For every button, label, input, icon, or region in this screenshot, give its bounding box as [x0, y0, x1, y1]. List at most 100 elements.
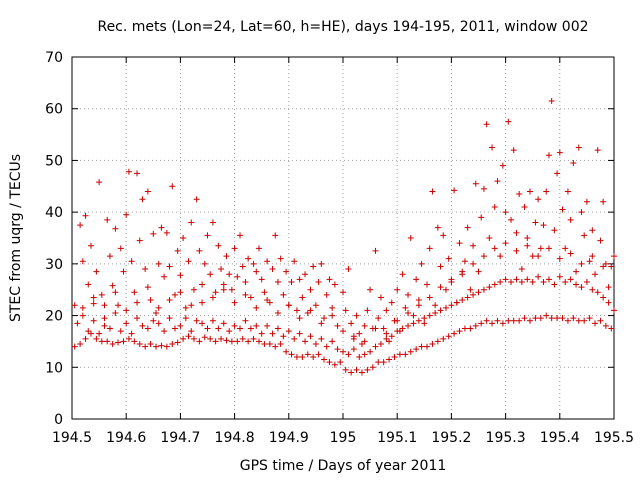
data-point — [253, 268, 260, 275]
data-point — [548, 97, 555, 104]
data-point — [483, 121, 490, 128]
data-point — [209, 219, 216, 226]
data-point — [123, 307, 130, 314]
data-point — [174, 247, 181, 254]
data-point — [605, 284, 612, 291]
data-point — [98, 291, 105, 298]
data-point — [529, 278, 536, 285]
data-point — [405, 322, 412, 329]
data-point — [161, 273, 168, 280]
y-axis-label: STEC from uqrg / TECUs — [8, 154, 24, 322]
data-point — [112, 289, 119, 296]
data-point — [96, 330, 103, 337]
data-point — [499, 162, 506, 169]
data-point — [486, 235, 493, 241]
data-point — [421, 320, 428, 327]
data-point — [545, 276, 552, 283]
data-point — [562, 278, 569, 285]
data-point — [255, 245, 262, 252]
data-point — [424, 343, 431, 350]
data-point — [274, 309, 281, 316]
data-point — [161, 328, 168, 335]
data-point — [296, 315, 303, 322]
data-point — [280, 291, 287, 298]
data-point — [237, 232, 244, 239]
data-point — [266, 299, 273, 306]
data-point — [524, 242, 531, 249]
data-point — [497, 253, 504, 260]
data-point — [589, 227, 596, 234]
data-point — [415, 297, 422, 304]
data-point — [388, 299, 395, 306]
data-point — [247, 294, 254, 301]
data-point — [201, 260, 208, 267]
data-point — [532, 315, 539, 322]
data-point — [85, 281, 92, 288]
data-point — [342, 366, 349, 373]
data-point — [302, 271, 309, 278]
data-point — [112, 309, 119, 316]
data-point — [201, 334, 208, 341]
x-tick-label: 195.1 — [377, 430, 417, 446]
x-tick-label: 194.5 — [52, 430, 92, 446]
data-point — [535, 273, 542, 280]
data-point — [472, 180, 479, 187]
data-point — [402, 304, 409, 311]
data-point — [288, 278, 295, 285]
data-point — [104, 216, 111, 223]
data-point — [142, 266, 149, 273]
data-point — [418, 260, 425, 267]
data-point — [375, 315, 382, 322]
data-point — [169, 183, 176, 190]
data-point — [483, 317, 490, 324]
data-point — [594, 289, 601, 296]
data-point — [611, 253, 617, 260]
data-point — [421, 315, 428, 322]
data-point — [589, 253, 596, 260]
data-point — [592, 320, 599, 327]
data-point — [106, 325, 113, 332]
data-point — [611, 307, 617, 314]
data-point — [489, 144, 496, 151]
data-point — [204, 232, 211, 239]
data-point — [242, 317, 249, 324]
data-point — [207, 271, 214, 278]
data-point — [182, 315, 189, 322]
data-point — [567, 276, 574, 283]
data-point — [207, 335, 214, 342]
data-point — [299, 294, 306, 301]
data-point — [348, 369, 355, 376]
data-point — [74, 320, 81, 327]
data-point — [87, 330, 94, 337]
data-point — [171, 291, 178, 298]
data-point — [277, 255, 284, 262]
data-point — [358, 369, 365, 376]
data-point — [142, 343, 149, 350]
data-point — [283, 268, 290, 275]
data-point — [329, 338, 336, 345]
data-point — [228, 286, 235, 293]
data-point — [478, 214, 485, 221]
data-point — [451, 187, 458, 194]
data-point — [581, 232, 588, 239]
data-point — [413, 346, 420, 353]
data-point — [405, 291, 412, 298]
data-point — [348, 320, 355, 327]
data-point — [380, 359, 387, 366]
data-point — [494, 317, 501, 324]
data-point — [508, 278, 515, 285]
data-point — [291, 335, 298, 342]
data-point — [499, 320, 506, 327]
data-point — [556, 149, 563, 156]
data-point — [90, 317, 97, 324]
data-point — [329, 312, 336, 319]
data-point — [239, 263, 246, 270]
data-point — [125, 335, 132, 342]
data-point — [139, 196, 146, 203]
data-point — [510, 147, 517, 154]
data-point — [361, 322, 368, 329]
data-point — [234, 273, 241, 280]
data-point — [573, 268, 580, 275]
data-point — [153, 343, 160, 350]
data-point — [266, 341, 273, 348]
